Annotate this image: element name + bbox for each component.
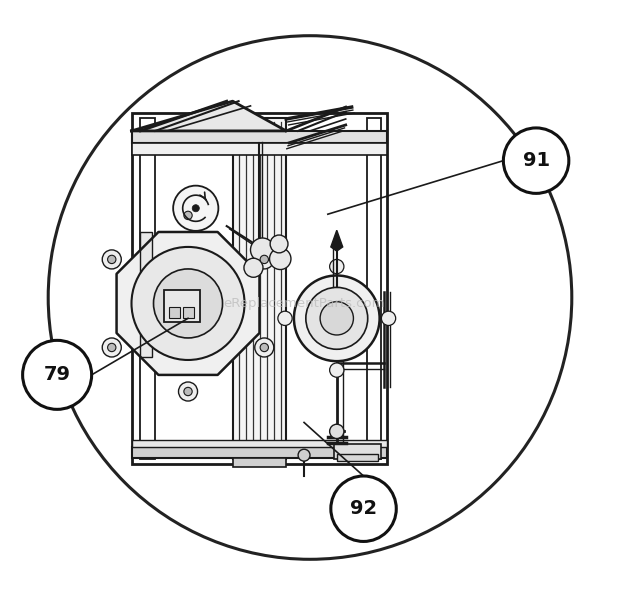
Circle shape [260,255,268,264]
Circle shape [298,449,310,461]
Circle shape [260,343,268,352]
Bar [131,143,388,155]
Circle shape [270,235,288,253]
Circle shape [278,311,292,325]
Circle shape [108,343,116,352]
Bar [131,131,388,143]
Circle shape [184,211,192,220]
Circle shape [108,255,116,264]
Circle shape [330,363,344,377]
Circle shape [294,275,379,361]
Bar [232,118,286,459]
Circle shape [184,387,192,396]
Text: eReplacementParts.com: eReplacementParts.com [223,297,385,310]
Polygon shape [131,101,286,131]
Circle shape [270,248,291,270]
Bar [140,303,153,357]
Circle shape [131,247,244,360]
Circle shape [102,250,122,269]
Bar [232,458,286,467]
Bar [184,307,194,318]
Circle shape [503,128,569,193]
Text: 92: 92 [350,499,377,518]
Circle shape [154,269,223,338]
Circle shape [331,476,396,541]
Text: 79: 79 [43,365,71,384]
Circle shape [255,250,274,269]
Circle shape [330,259,344,274]
Bar [131,440,388,447]
Bar [337,454,378,461]
Bar [131,447,388,458]
Circle shape [250,238,274,262]
Circle shape [306,287,368,349]
Circle shape [179,206,198,225]
Bar [131,113,388,464]
Circle shape [255,338,274,357]
Circle shape [381,311,396,325]
Circle shape [102,338,122,357]
Text: 91: 91 [523,151,550,170]
Circle shape [330,424,344,439]
Polygon shape [117,232,260,375]
Circle shape [22,340,92,409]
Circle shape [179,382,198,401]
Bar [140,118,155,459]
Bar [334,444,381,459]
Circle shape [192,205,199,212]
Circle shape [173,186,218,231]
Bar [169,307,180,318]
Circle shape [320,302,353,335]
Bar [366,118,381,459]
Circle shape [244,258,263,277]
Bar [164,290,200,322]
Bar [140,232,153,280]
Polygon shape [331,230,343,251]
